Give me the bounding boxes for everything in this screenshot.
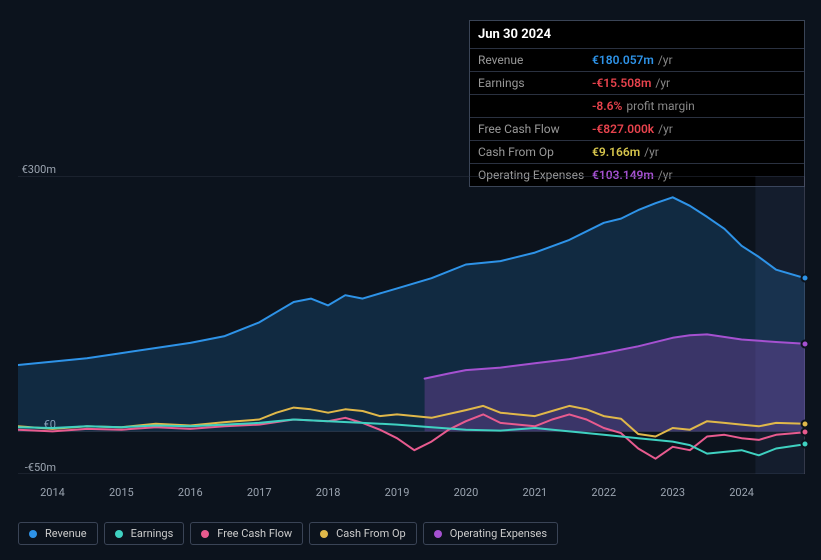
x-axis-label: 2016	[178, 486, 203, 499]
tooltip-value: €9.166m	[592, 145, 640, 159]
legend-label: Revenue	[45, 527, 87, 540]
chart-plot	[18, 176, 805, 474]
tooltip-row: Cash From Op€9.166m/yr	[470, 140, 804, 163]
tooltip-date: Jun 30 2024	[470, 21, 804, 48]
tooltip-suffix: /yr	[644, 145, 659, 159]
legend-swatch	[434, 530, 442, 538]
tooltip-label: Free Cash Flow	[478, 122, 592, 136]
tooltip-label: Earnings	[478, 76, 592, 90]
tooltip-value: -€15.508m	[592, 76, 651, 90]
legend-item[interactable]: Earnings	[104, 522, 185, 545]
x-axis-label: 2020	[454, 486, 479, 499]
legend-item[interactable]: Operating Expenses	[423, 522, 558, 545]
legend-label: Earnings	[131, 527, 174, 540]
y-axis-label: €300m	[16, 163, 56, 176]
tooltip-row: Revenue€180.057m/yr	[470, 48, 804, 71]
tooltip-suffix: /yr	[655, 76, 670, 90]
legend-item[interactable]: Free Cash Flow	[190, 522, 303, 545]
legend-swatch	[320, 530, 328, 538]
series-marker	[801, 428, 810, 437]
x-axis-label: 2014	[40, 486, 65, 499]
tooltip-suffix: /yr	[658, 53, 673, 67]
legend-swatch	[29, 530, 37, 538]
legend-item[interactable]: Cash From Op	[309, 522, 417, 545]
financial-chart-widget: Jun 30 2024 Revenue€180.057m/yrEarnings-…	[0, 0, 821, 560]
x-axis-label: 2017	[247, 486, 272, 499]
legend-label: Free Cash Flow	[217, 527, 292, 540]
series-marker	[801, 339, 810, 348]
x-axis-label: 2022	[591, 486, 616, 499]
tooltip-row: Earnings-€15.508m/yr	[470, 71, 804, 94]
tooltip-suffix: profit margin	[626, 99, 694, 113]
x-axis-label: 2019	[385, 486, 410, 499]
tooltip-row: -8.6% profit margin	[470, 94, 804, 117]
legend-label: Operating Expenses	[450, 527, 547, 540]
series-marker	[801, 440, 810, 449]
x-axis-label: 2023	[660, 486, 685, 499]
tooltip-label: Revenue	[478, 53, 592, 67]
legend-label: Cash From Op	[336, 527, 406, 540]
legend-swatch	[201, 530, 209, 538]
tooltip-value: -8.6%	[592, 99, 622, 113]
x-axis-label: 2018	[316, 486, 341, 499]
hover-tooltip: Jun 30 2024 Revenue€180.057m/yrEarnings-…	[469, 20, 805, 187]
tooltip-value: €180.057m	[592, 53, 654, 67]
tooltip-suffix: /yr	[658, 122, 673, 136]
legend-swatch	[115, 530, 123, 538]
tooltip-row: Free Cash Flow-€827.000k/yr	[470, 117, 804, 140]
x-axis-label: 2015	[109, 486, 134, 499]
legend-item[interactable]: Revenue	[18, 522, 98, 545]
tooltip-label: Cash From Op	[478, 145, 592, 159]
tooltip-value: -€827.000k	[592, 122, 654, 136]
series-marker	[801, 274, 810, 283]
legend: Revenue Earnings Free Cash Flow Cash From O…	[18, 522, 558, 545]
x-axis-label: 2024	[729, 486, 754, 499]
x-axis-label: 2021	[522, 486, 547, 499]
